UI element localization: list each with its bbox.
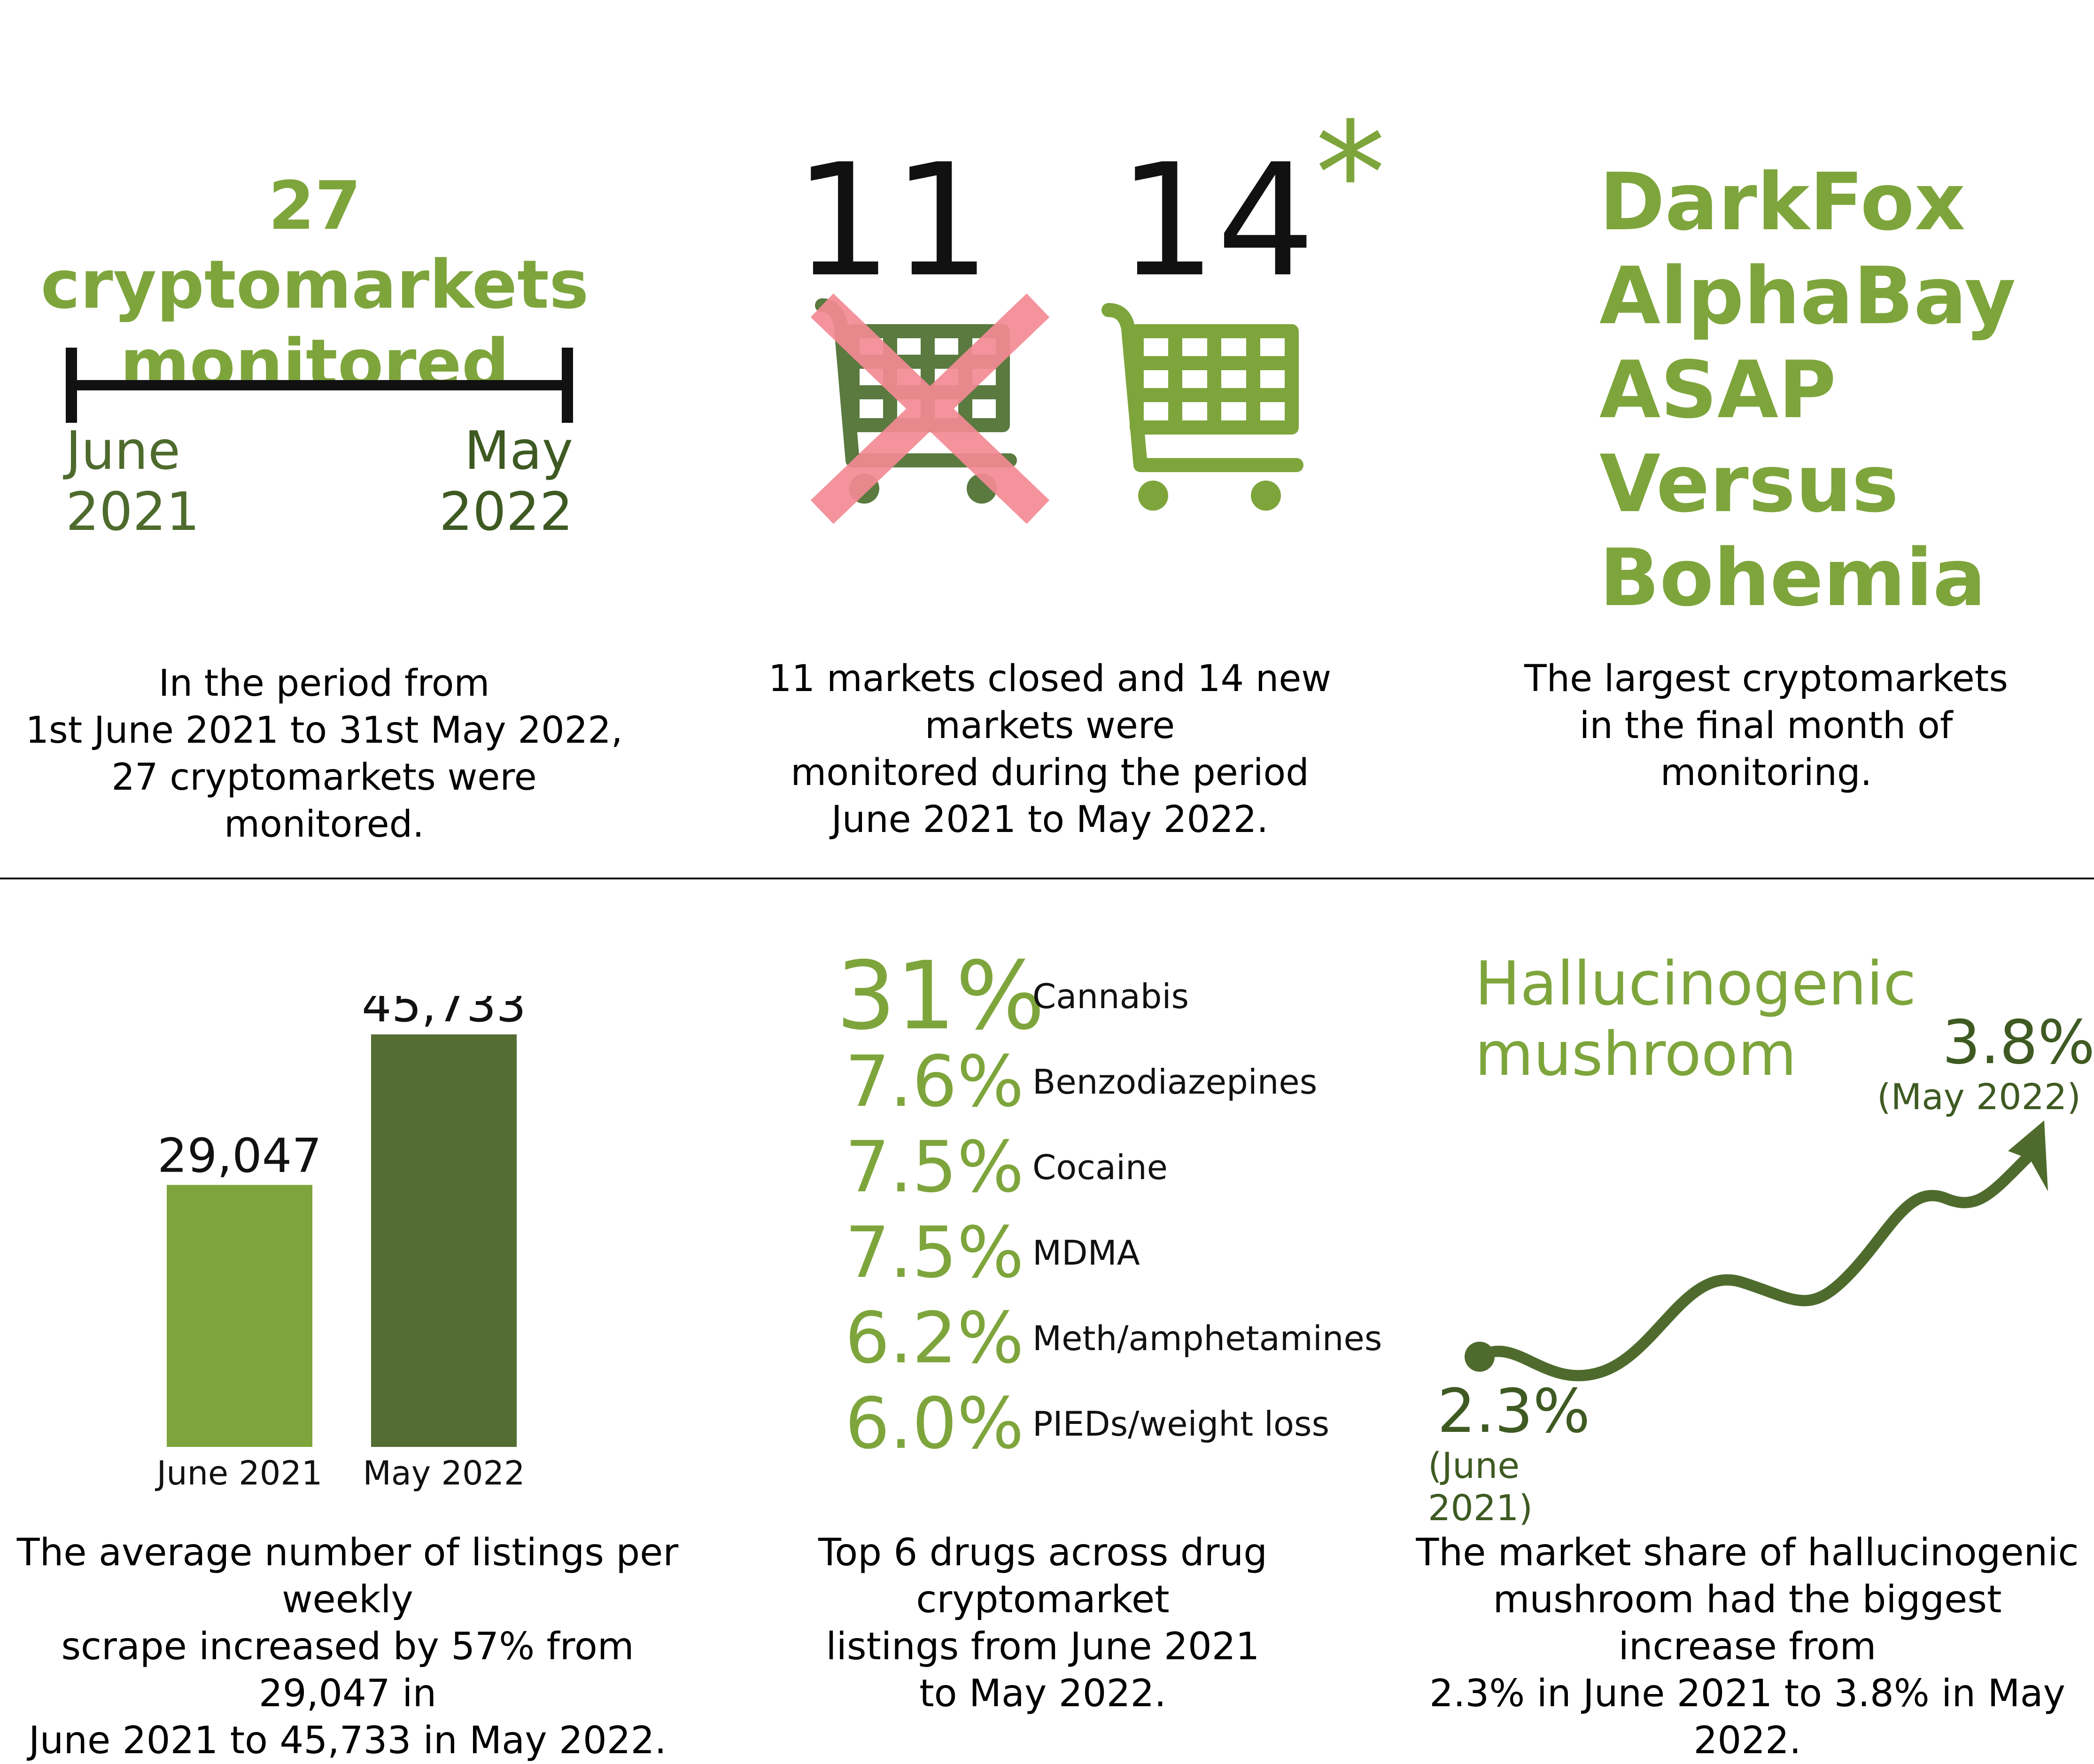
caption-line: Top 6 drugs across drug cryptomarket [818, 1531, 1268, 1621]
cross-icon [810, 293, 1050, 524]
new-markets-count: 14* [1118, 94, 1400, 306]
caption-line: to May 2022. [919, 1671, 1166, 1715]
largest-markets-caption: The largest cryptomarkets in the final m… [1470, 655, 2062, 796]
drug-percentage: 6.0% [845, 1383, 1024, 1465]
end-share-value: 3.8% [1942, 1008, 2094, 1078]
caption-line: The market share of hallucinogenic [1416, 1531, 2079, 1574]
drug-percentage: 31% [836, 941, 1045, 1051]
drug-percentage: 6.2% [845, 1298, 1024, 1379]
timeline-end-year: 2022 [439, 482, 573, 543]
listings-bar-chart: 29,047 June 2021 45,733 May 2022 [155, 996, 526, 1492]
title-line: Hallucinogenic [1475, 949, 1916, 1019]
bar-value-label: 29,047 [157, 1128, 322, 1183]
timeline-start-month: June [66, 420, 180, 482]
caption-line: The average number of listings per weekl… [16, 1531, 679, 1621]
caption-line: 11 markets closed and 14 new markets wer… [768, 658, 1332, 747]
new-markets-number: 14 [1118, 131, 1315, 311]
drug-percentage: 7.5% [845, 1212, 1024, 1294]
drug-name: Benzodiazepines [1032, 1062, 1318, 1102]
drug-name: Cocaine [1032, 1148, 1168, 1187]
top-drugs-caption: Top 6 drugs across drug cryptomarket lis… [719, 1529, 1367, 1717]
top-drugs-list: 31% Cannabis 7.6% Benzodiazepines 7.5% C… [836, 941, 1400, 1467]
drug-row: 7.5% MDMA [836, 1210, 1400, 1296]
timeline-bar [66, 348, 573, 423]
caption-line: mushroom had the biggest increase from [1493, 1577, 2002, 1668]
drug-row: 31% Cannabis [836, 941, 1400, 1051]
closed-markets-count: 11 [794, 131, 991, 311]
caption-line: listings from June 2021 [826, 1624, 1260, 1668]
bar-category-label: June 2021 [155, 1454, 323, 1492]
drug-name: Cannabis [1032, 977, 1189, 1016]
section-divider [0, 878, 2094, 879]
market-name: AlphaBay [1599, 250, 2016, 342]
timeline-start-year: 2021 [66, 482, 200, 543]
caption-line: June 2021 to 45,733 in May 2022. [29, 1718, 667, 1762]
timeline-start-label: June 2021 [66, 420, 235, 543]
bar-category-label: May 2022 [363, 1454, 525, 1492]
title-line: 27 cryptomarkets [40, 167, 589, 324]
largest-markets-list: DarkFox AlphaBay ASAP Versus Bohemia [1599, 155, 2022, 625]
caption-line: In the period from [158, 662, 490, 705]
drug-percentage: 7.6% [845, 1041, 1024, 1123]
caption-line: 1st June 2021 to 31st May 2022, [25, 709, 623, 752]
caption-line: in the final month of monitoring. [1579, 705, 1953, 794]
drug-name: MDMA [1032, 1233, 1140, 1273]
bar-may-2022 [371, 1034, 517, 1447]
drug-row: 7.6% Benzodiazepines [836, 1039, 1400, 1125]
market-name: Bohemia [1599, 532, 1986, 624]
markets-change-caption: 11 markets closed and 14 new markets wer… [705, 655, 1395, 843]
shopping-cart-icon [1101, 303, 1303, 472]
caption-line: monitored during the period [791, 752, 1309, 794]
market-name: DarkFox [1599, 156, 1966, 248]
bar-june-2021 [167, 1185, 312, 1447]
bar-value-label: 45,733 [362, 996, 526, 1033]
end-share-date: (May 2022) [1877, 1076, 2081, 1118]
caption-line: The largest cryptomarkets [1524, 658, 2008, 700]
drug-percentage: 7.5% [845, 1127, 1024, 1208]
timeline-end-month: May [464, 420, 573, 482]
start-share-value: 2.3% [1437, 1376, 1590, 1446]
caption-line: 2.3% in June 2021 to 3.8% in May [1429, 1671, 2065, 1715]
caption-line: 27 cryptomarkets were monitored. [111, 756, 537, 846]
drug-row: 7.5% Cocaine [836, 1125, 1400, 1210]
drug-row: 6.2% Meth/amphetamines [836, 1296, 1400, 1381]
trend-arrow-icon [1465, 1120, 2048, 1382]
asterisk-mark: * [1315, 92, 1386, 256]
caption-line: 2022. [1693, 1718, 1801, 1762]
start-share-date: (June 2021) [1428, 1445, 1533, 1529]
mushroom-caption: The market share of hallucinogenic mushr… [1409, 1529, 2086, 1764]
market-name: Versus [1599, 438, 1899, 530]
closed-cart-icon [810, 293, 1050, 524]
timeline-end-label: May 2022 [404, 420, 573, 543]
caption-line: scrape increased by 57% from 29,047 in [61, 1624, 634, 1715]
markets-monitored-caption: In the period from 1st June 2021 to 31st… [19, 660, 629, 848]
caption-line: June 2021 to May 2022. [831, 799, 1269, 841]
drug-row: 6.0% PIEDs/weight loss [836, 1381, 1400, 1467]
listings-caption: The average number of listings per weekl… [5, 1529, 690, 1764]
mushroom-title: Hallucinogenic mushroom [1475, 949, 1992, 1090]
drug-name: Meth/amphetamines [1032, 1319, 1382, 1358]
title-line: mushroom [1475, 1019, 1797, 1089]
drug-name: PIEDs/weight loss [1032, 1404, 1330, 1444]
market-name: ASAP [1599, 344, 1837, 436]
new-cart-icon [1101, 303, 1303, 511]
